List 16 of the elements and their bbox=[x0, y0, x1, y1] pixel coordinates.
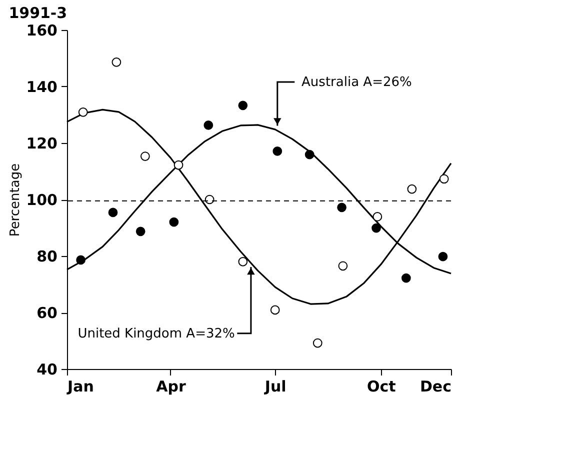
x-tick-label: Jan bbox=[66, 378, 94, 396]
y-tick-label: 60 bbox=[36, 304, 58, 322]
annotation: Australia A=26% bbox=[302, 74, 412, 90]
y-tick-label: 80 bbox=[36, 248, 58, 266]
y-tick-label: 100 bbox=[26, 191, 58, 209]
y-tick-label: 160 bbox=[26, 22, 58, 40]
x-tick-label: Jul bbox=[264, 378, 286, 396]
y-tick-label: 120 bbox=[26, 134, 58, 152]
y-axis-title: Percentage bbox=[8, 163, 24, 237]
y-tick-label: 140 bbox=[26, 78, 58, 96]
x-tick-label: Dec bbox=[420, 378, 452, 396]
annotation: United Kingdom A=32% bbox=[78, 326, 235, 342]
chart-title: 1991-3 bbox=[8, 4, 68, 22]
x-tick-label: Apr bbox=[156, 378, 186, 396]
y-tick-label: 40 bbox=[36, 360, 58, 378]
x-tick-label: Oct bbox=[366, 378, 396, 396]
